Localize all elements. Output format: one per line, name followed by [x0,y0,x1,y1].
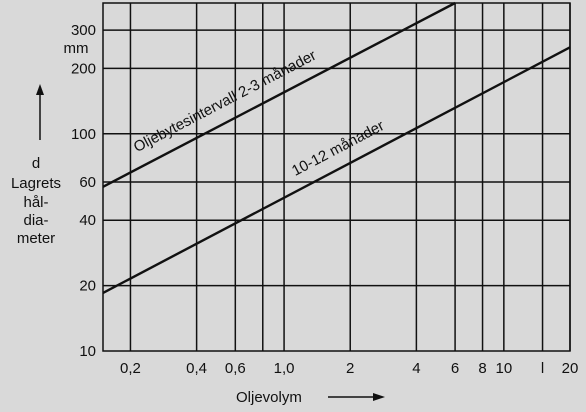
x-tick-label: 0,4 [186,360,207,377]
x-tick-labels: 0,2 0,4 0,6 1,0 2 4 6 8 10 l 20 [120,360,578,377]
grid-lines [103,3,571,351]
y-axis-arrowhead [36,84,44,95]
y-tick-label: 100 [71,126,96,143]
x-tick-label: 10 [495,360,512,377]
series-line-oil-change-2-3-months [102,1,456,188]
y-tick-label: 10 [79,343,96,360]
x-tick-label: 20 [562,360,579,377]
y-tick-labels: 10 20 40 60 100 200 300 [71,22,96,360]
x-tick-label: l [541,360,544,377]
y-tick-label: 20 [79,278,96,295]
y-unit-label: mm [64,40,89,57]
x-tick-label: 6 [451,360,459,377]
x-tick-label: 2 [346,360,354,377]
y-tick-label: 40 [79,212,96,229]
plot-area [102,2,571,352]
y-axis-label: d Lagrets hål-dia-meter [11,155,61,247]
y-tick-label: 200 [71,60,96,77]
y-tick-label: 60 [79,174,96,191]
y-tick-label: 300 [71,22,96,39]
x-axis-arrowhead [373,393,385,401]
y-axis-label-line: hål- [23,194,48,211]
y-axis-label-line: meter [17,230,55,247]
y-axis-label-line: d [32,155,40,172]
y-axis-label-line: Lagrets [11,175,61,192]
x-tick-label: 0,6 [225,360,246,377]
x-tick-label: 0,2 [120,360,141,377]
x-tick-label: 4 [412,360,420,377]
x-tick-label: 1,0 [274,360,295,377]
series-line-oil-change-10-12-months [102,46,571,295]
series-label-oil-change-2-3-months: Oljebytesintervall 2-3 månader [131,47,319,156]
y-axis-label-line: dia- [23,212,48,229]
x-axis-label: Oljevolym [236,389,302,406]
x-tick-label: 8 [478,360,486,377]
